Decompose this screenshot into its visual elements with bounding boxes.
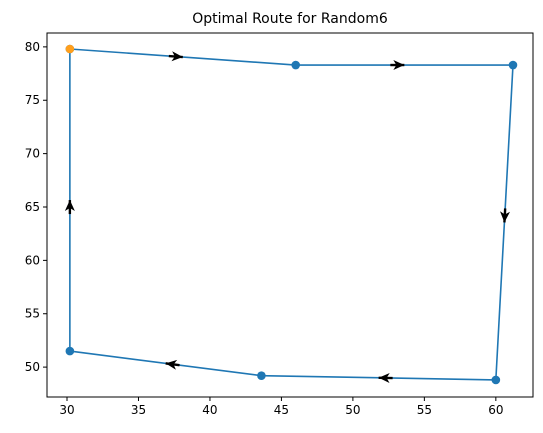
plot-frame bbox=[46, 32, 534, 398]
x-tick-label: 30 bbox=[59, 403, 74, 417]
y-tick-label: 80 bbox=[25, 40, 40, 54]
y-tick-label: 75 bbox=[25, 93, 40, 107]
y-tick-label: 70 bbox=[25, 147, 40, 161]
route-point bbox=[491, 375, 501, 385]
y-tick-label: 50 bbox=[25, 360, 40, 374]
arrow-head bbox=[500, 211, 511, 223]
x-tick-label: 35 bbox=[131, 403, 146, 417]
direction-arrow bbox=[500, 208, 511, 223]
route-point bbox=[508, 60, 518, 70]
direction-arrow bbox=[168, 51, 183, 62]
route-segment bbox=[495, 64, 514, 381]
route-point bbox=[257, 371, 266, 380]
x-tick-label: 40 bbox=[202, 403, 217, 417]
route-segment bbox=[69, 48, 297, 66]
x-tick-label: 55 bbox=[417, 403, 432, 417]
start-point bbox=[65, 44, 75, 54]
y-tick-label: 55 bbox=[25, 307, 40, 321]
arrow-head bbox=[165, 359, 178, 370]
arrow-head bbox=[171, 51, 183, 62]
x-tick-label: 45 bbox=[274, 403, 289, 417]
arrow-head bbox=[378, 372, 390, 383]
x-tick-label: 50 bbox=[345, 403, 360, 417]
route-point bbox=[291, 60, 301, 70]
arrow-head bbox=[64, 200, 75, 212]
plot-layer bbox=[64, 44, 518, 385]
chart-title: Optimal Route for Random6 bbox=[192, 11, 388, 27]
direction-arrow bbox=[378, 372, 393, 383]
x-tick-label: 60 bbox=[488, 403, 503, 417]
direction-arrow bbox=[165, 359, 180, 370]
y-tick-label: 65 bbox=[25, 200, 40, 214]
y-tick-label: 60 bbox=[25, 253, 40, 267]
direction-arrow bbox=[64, 200, 75, 215]
route-point bbox=[65, 346, 75, 356]
arrow-head bbox=[393, 60, 405, 71]
direction-arrow bbox=[390, 60, 405, 71]
axes-layer: 30 35 40 45 50 55 60 50 55 60 65 70 75 80 bbox=[25, 40, 504, 417]
